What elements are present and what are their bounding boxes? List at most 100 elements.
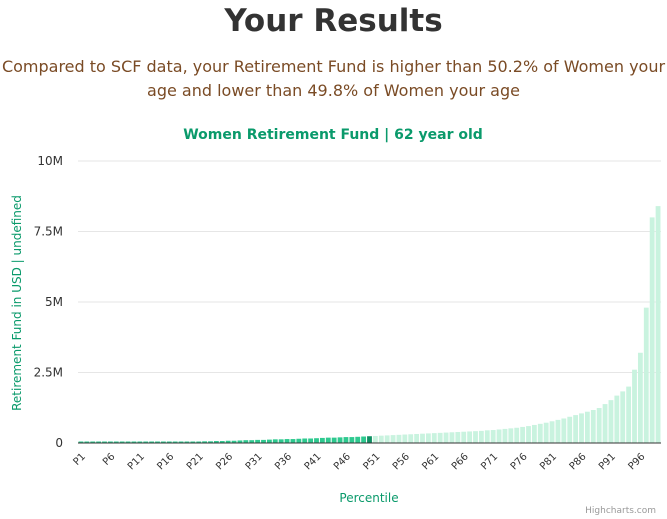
percentile-bar[interactable] — [396, 434, 402, 443]
percentile-bar[interactable] — [526, 426, 531, 443]
percentile-bar[interactable] — [478, 430, 484, 443]
percentile-bar[interactable] — [655, 206, 661, 443]
percentile-bar[interactable] — [90, 441, 96, 444]
percentile-bar[interactable] — [549, 421, 555, 443]
percentile-bar[interactable] — [561, 418, 567, 443]
percentile-bar[interactable] — [408, 434, 414, 443]
percentile-bar[interactable] — [378, 435, 384, 443]
percentile-bar[interactable] — [337, 437, 343, 443]
percentile-bar[interactable] — [567, 416, 573, 443]
percentile-bar[interactable] — [331, 437, 337, 443]
percentile-bar[interactable] — [290, 439, 296, 443]
percentile-bar[interactable] — [208, 441, 213, 443]
percentile-bar[interactable] — [637, 352, 643, 443]
percentile-bar[interactable] — [573, 415, 579, 443]
percentile-bar[interactable] — [437, 432, 443, 443]
percentile-bar[interactable] — [390, 435, 396, 443]
percentile-bar[interactable] — [531, 424, 537, 443]
percentile-bar[interactable] — [78, 441, 84, 444]
percentile-bar[interactable] — [402, 434, 408, 443]
percentile-bar[interactable] — [137, 441, 143, 444]
percentile-bar[interactable] — [249, 440, 255, 443]
percentile-bar[interactable] — [632, 369, 637, 443]
credits-link[interactable]: Highcharts.com — [585, 506, 656, 516]
percentile-bar[interactable] — [502, 428, 508, 443]
percentile-bar[interactable] — [172, 441, 178, 444]
percentile-bar[interactable] — [131, 441, 137, 444]
percentile-bar[interactable] — [96, 441, 102, 444]
percentile-bar[interactable] — [449, 432, 455, 443]
percentile-bar[interactable] — [590, 410, 596, 443]
percentile-bar[interactable] — [113, 441, 119, 444]
percentile-bar[interactable] — [425, 433, 431, 443]
percentile-bar[interactable] — [343, 437, 349, 443]
percentile-bar[interactable] — [596, 408, 602, 443]
percentile-bar[interactable] — [155, 441, 160, 444]
percentile-bar[interactable] — [455, 432, 461, 443]
percentile-bar[interactable] — [261, 439, 266, 443]
percentile-bar[interactable] — [102, 441, 107, 444]
percentile-bar[interactable] — [496, 429, 502, 443]
percentile-bar[interactable] — [614, 395, 620, 443]
percentile-bar[interactable] — [84, 441, 90, 444]
percentile-bar[interactable] — [349, 437, 355, 443]
percentile-bar[interactable] — [237, 440, 243, 443]
percentile-bar[interactable] — [490, 430, 496, 443]
percentile-bar[interactable] — [555, 419, 561, 443]
percentile-bar[interactable] — [626, 386, 632, 443]
percentile-bar[interactable] — [149, 441, 155, 444]
percentile-bar[interactable] — [602, 404, 608, 443]
percentile-bar[interactable] — [255, 439, 261, 443]
percentile-bar[interactable] — [325, 437, 331, 443]
percentile-bar[interactable] — [520, 426, 526, 443]
percentile-bar[interactable] — [190, 441, 196, 444]
percentile-bar[interactable] — [196, 441, 202, 444]
percentile-bar[interactable] — [166, 441, 172, 444]
percentile-bar[interactable] — [620, 391, 626, 443]
percentile-bar[interactable] — [543, 422, 549, 443]
percentile-bar[interactable] — [243, 440, 249, 443]
percentile-bar[interactable] — [420, 433, 425, 443]
percentile-bar[interactable] — [508, 428, 514, 443]
percentile-bar[interactable] — [372, 435, 378, 443]
percentile-bar[interactable] — [308, 438, 314, 443]
percentile-bar[interactable] — [160, 441, 166, 444]
percentile-bar[interactable] — [361, 436, 367, 443]
percentile-bar[interactable] — [643, 307, 649, 443]
user-percentile-bar[interactable] — [367, 436, 372, 443]
percentile-bar[interactable] — [202, 441, 208, 443]
percentile-bar[interactable] — [272, 439, 278, 443]
percentile-bar[interactable] — [608, 400, 614, 443]
percentile-bar[interactable] — [384, 435, 390, 443]
percentile-bar[interactable] — [125, 441, 131, 444]
percentile-bar[interactable] — [143, 441, 149, 444]
percentile-bar[interactable] — [278, 439, 284, 443]
percentile-bar[interactable] — [119, 441, 125, 444]
percentile-bar[interactable] — [314, 438, 319, 443]
percentile-bar[interactable] — [584, 411, 590, 443]
percentile-bar[interactable] — [296, 438, 302, 443]
percentile-bar[interactable] — [231, 440, 237, 443]
percentile-bar[interactable] — [219, 441, 225, 443]
percentile-bar[interactable] — [514, 427, 520, 443]
percentile-bar[interactable] — [184, 441, 190, 444]
percentile-bar[interactable] — [266, 439, 272, 443]
percentile-bar[interactable] — [461, 431, 467, 443]
percentile-bar[interactable] — [284, 439, 290, 443]
percentile-bar[interactable] — [213, 441, 219, 443]
percentile-bar[interactable] — [649, 217, 655, 443]
percentile-bar[interactable] — [473, 431, 478, 443]
percentile-bar[interactable] — [414, 433, 420, 443]
percentile-bar[interactable] — [484, 430, 490, 443]
percentile-bar[interactable] — [355, 436, 361, 443]
percentile-bar[interactable] — [178, 441, 184, 444]
percentile-bar[interactable] — [302, 438, 308, 443]
percentile-bar[interactable] — [431, 433, 437, 443]
percentile-bar[interactable] — [579, 413, 584, 443]
percentile-bar[interactable] — [319, 437, 325, 443]
percentile-bar[interactable] — [225, 440, 231, 443]
percentile-bar[interactable] — [467, 431, 473, 443]
percentile-bar[interactable] — [443, 432, 449, 443]
percentile-bar[interactable] — [537, 423, 543, 443]
percentile-bar[interactable] — [107, 441, 113, 444]
